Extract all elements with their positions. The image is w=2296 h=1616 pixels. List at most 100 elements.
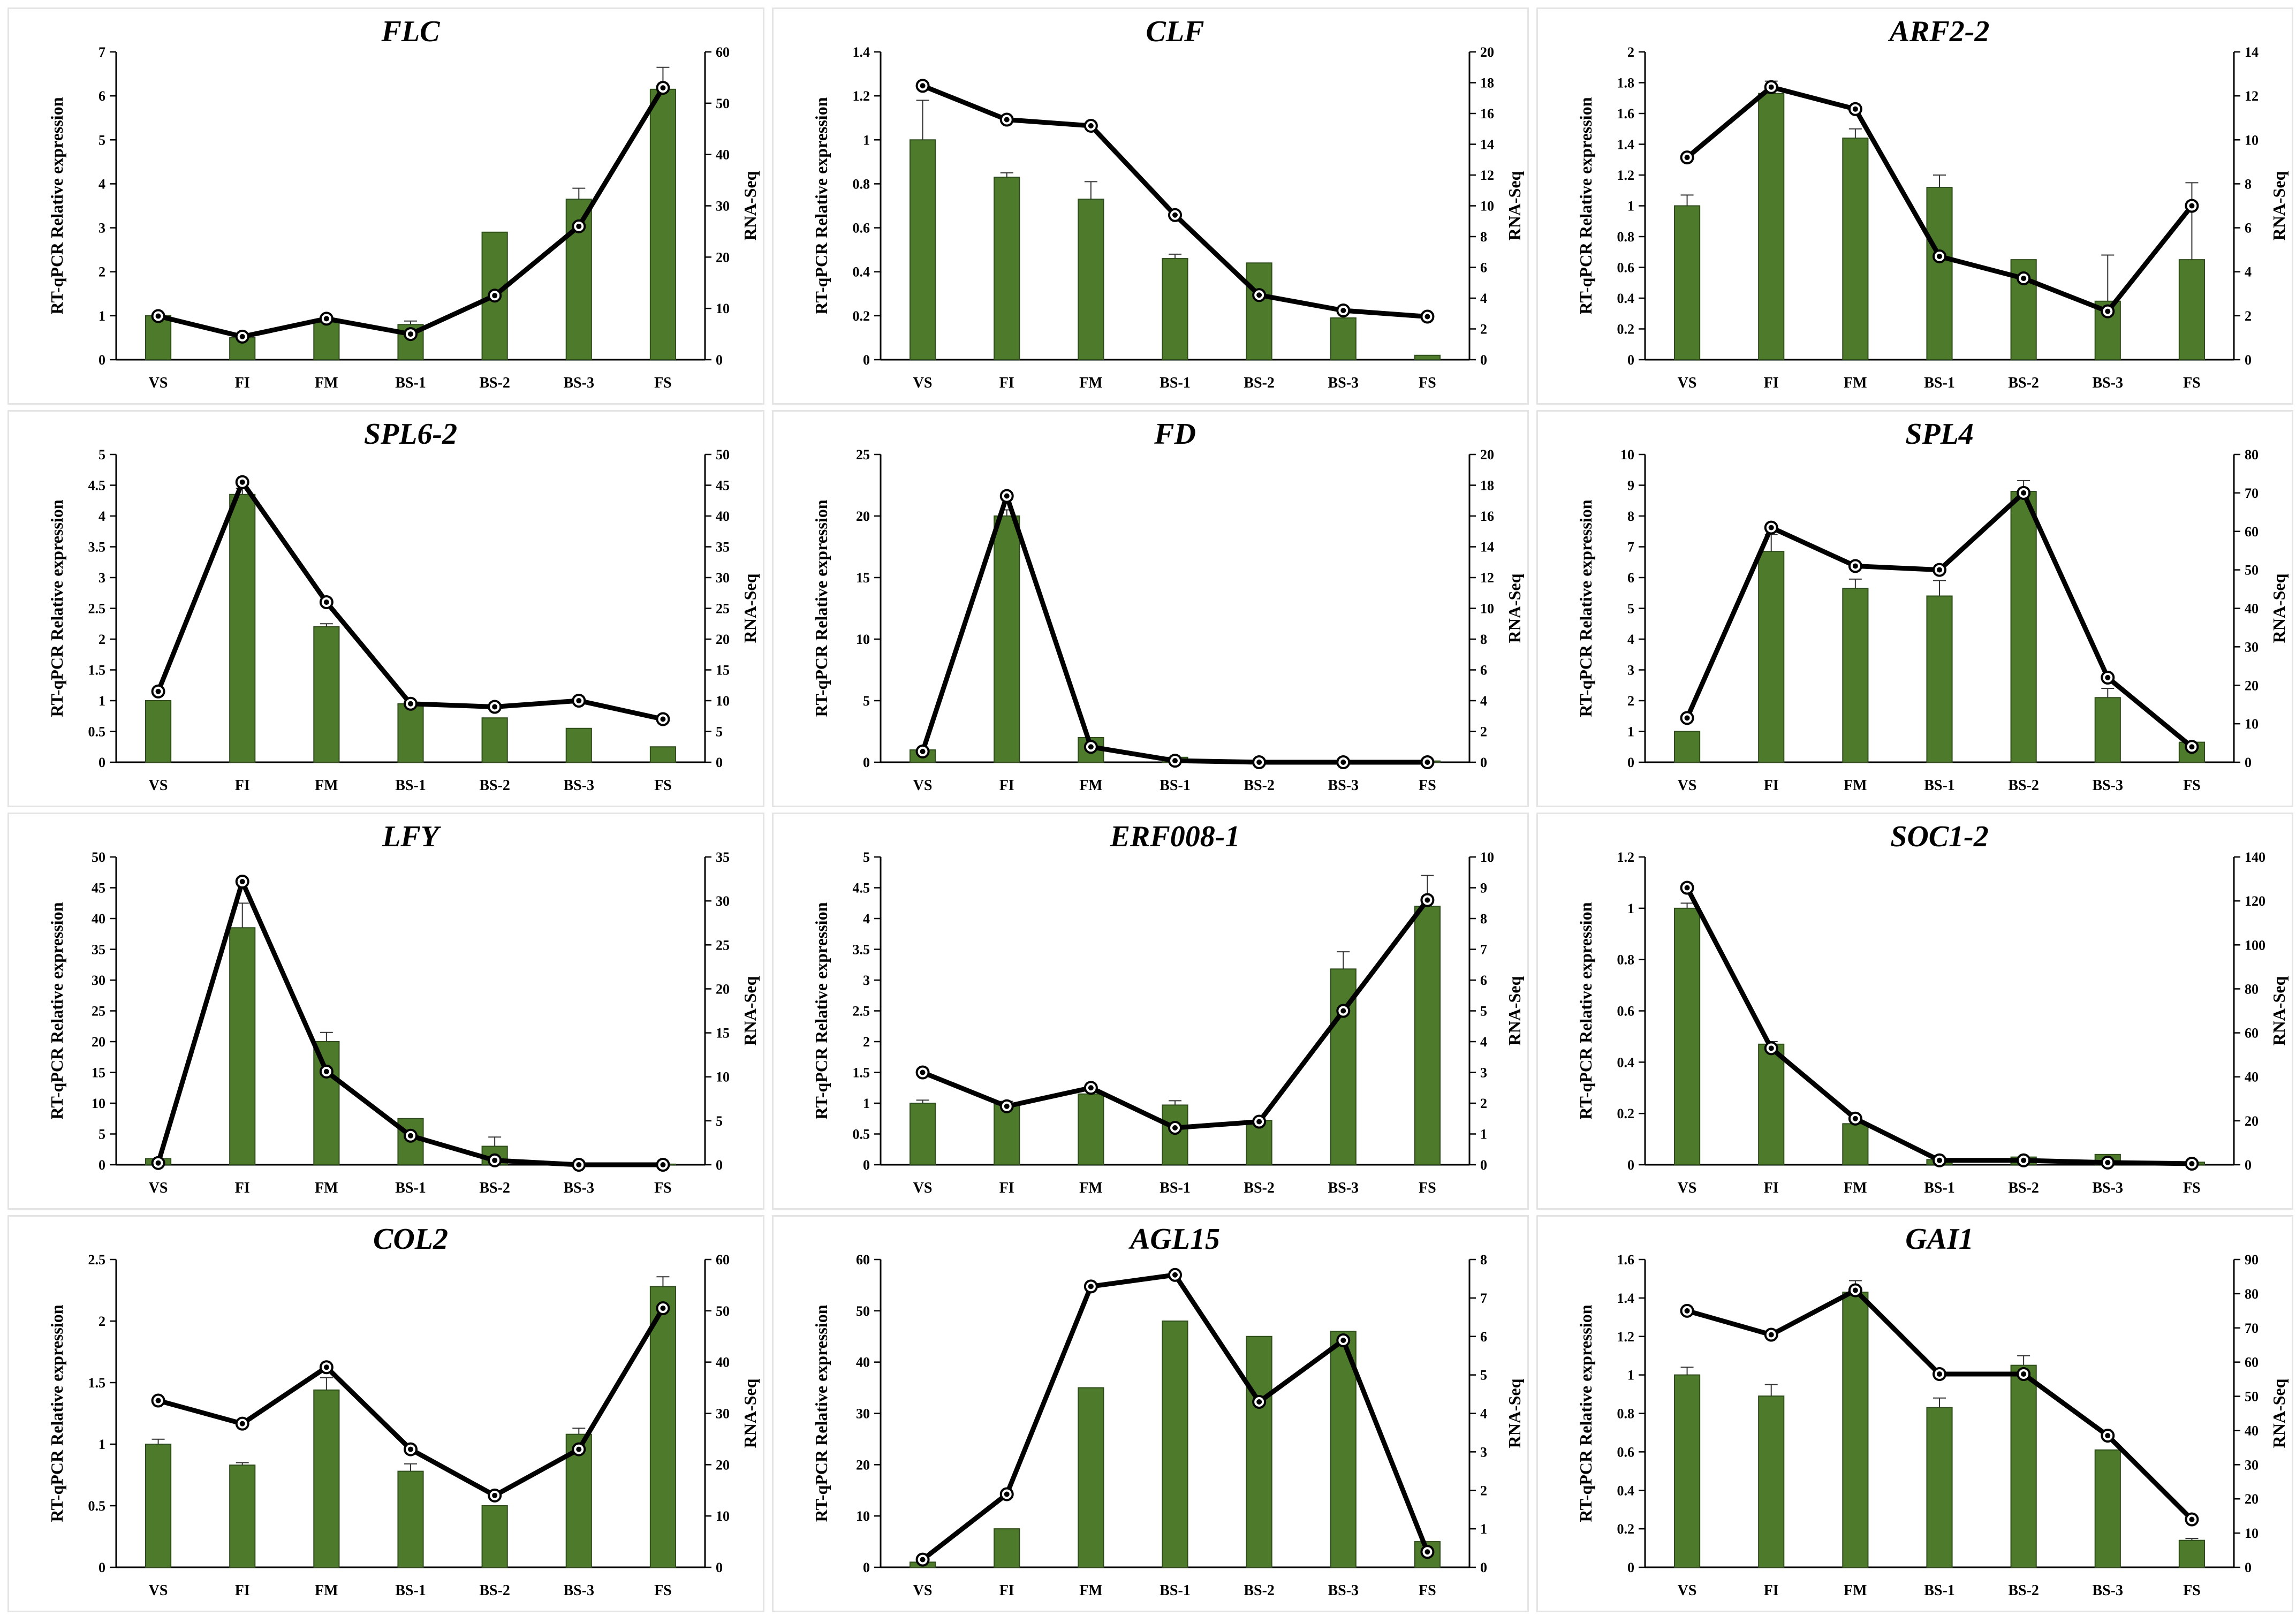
rna-seq-point-core <box>492 704 498 710</box>
category-label: FS <box>2183 777 2201 794</box>
rna-seq-point-core <box>2021 490 2027 496</box>
rna-seq-point-core <box>920 1069 926 1075</box>
rna-seq-point-core <box>239 479 245 485</box>
right-tick-label: 10 <box>1480 849 1494 865</box>
rna-seq-point-core <box>660 1162 666 1167</box>
left-tick-label: 4 <box>98 509 105 524</box>
left-tick-label: 0.4 <box>853 264 870 280</box>
left-tick-label: 2 <box>1627 44 1634 60</box>
right-tick-label: 60 <box>2245 1026 2259 1041</box>
rna-seq-point-core <box>1004 117 1010 123</box>
right-tick-label: 3 <box>1480 1444 1487 1460</box>
rna-seq-point-core <box>1852 1287 1858 1293</box>
left-tick-label: 1 <box>1627 724 1634 740</box>
right-tick-label: 30 <box>716 199 730 214</box>
left-tick-label: 0 <box>1627 352 1634 368</box>
chart-panel-col2: COL2 0 0.5 1 1.5 2 2.5 0 10 20 30 40 50 60 RT-qPCR Rel… <box>7 1215 764 1612</box>
category-label: FS <box>2183 1582 2201 1599</box>
left-tick-label: 3 <box>1627 663 1634 678</box>
left-tick-label: 0.5 <box>88 1498 106 1514</box>
right-tick-label: 0 <box>2245 1560 2252 1575</box>
rna-seq-point-core <box>1937 1371 1942 1377</box>
category-label: VS <box>913 1180 933 1196</box>
left-tick-label: 25 <box>92 1004 105 1019</box>
category-label: FM <box>315 1582 338 1599</box>
right-tick-label: 10 <box>2245 716 2259 732</box>
left-axis-title: RT-qPCR Relative expression <box>47 1304 66 1522</box>
right-tick-label: 0 <box>2245 755 2252 770</box>
chart-title: SPL4 <box>1905 418 1974 451</box>
category-label: FI <box>999 1582 1014 1599</box>
right-tick-label: 2 <box>1480 322 1487 337</box>
rna-seq-point-core <box>1172 212 1178 218</box>
left-tick-label: 7 <box>98 44 105 60</box>
category-label: VS <box>913 777 933 794</box>
left-axis-title: RT-qPCR Relative expression <box>812 499 831 717</box>
bar-bs-1 <box>1162 1321 1188 1568</box>
chart-panel-lfy: LFY 0 5 10 15 20 25 30 35 40 45 50 0 5 10 15 20 25 30 35 RT-… <box>7 813 764 1210</box>
bar-vs <box>1674 907 1701 1165</box>
right-tick-label: 100 <box>2245 937 2265 953</box>
right-tick-label: 80 <box>2245 981 2259 997</box>
left-tick-label: 0.2 <box>1617 322 1635 337</box>
left-axis-title: RT-qPCR Relative expression <box>1576 902 1595 1119</box>
rna-seq-point-core <box>1340 1337 1346 1343</box>
bar-vs <box>910 1103 936 1165</box>
left-tick-label: 2 <box>98 1314 105 1329</box>
left-tick-label: 5 <box>863 693 870 709</box>
left-tick-label: 1 <box>863 1096 870 1111</box>
chart-title: ERF008-1 <box>1110 820 1240 853</box>
category-label: BS-2 <box>479 1180 510 1196</box>
category-label: FM <box>1844 777 1867 794</box>
right-tick-label: 10 <box>716 301 730 316</box>
category-label: BS-1 <box>1160 375 1191 391</box>
rna-seq-point-core <box>2105 674 2111 680</box>
bar-fm <box>1078 1093 1104 1165</box>
category-label: FM <box>1844 375 1867 391</box>
chart-panel-arf2-2: ARF2-2 0 0.2 0.4 0.6 0.8 1 1.2 1.4 1.6 1.8 2 0 2 4 6 8 10… <box>1536 7 2293 405</box>
rna-seq-point-core <box>1768 525 1774 530</box>
bar-fi <box>229 927 256 1165</box>
left-tick-label: 0.4 <box>1617 1054 1635 1070</box>
right-tick-label: 8 <box>1480 1252 1487 1268</box>
right-axis-title: RNA-Seq <box>740 573 760 643</box>
category-label: FS <box>1419 777 1436 794</box>
left-tick-label: 30 <box>92 973 105 988</box>
rna-seq-point-core <box>2189 203 2195 209</box>
right-axis-title: RNA-Seq <box>2269 573 2289 643</box>
rna-seq-point-core <box>1340 308 1346 313</box>
category-label: FS <box>1419 1582 1436 1599</box>
left-axis-title: RT-qPCR Relative expression <box>47 97 66 314</box>
category-label: BS-2 <box>1244 777 1275 794</box>
left-tick-label: 2 <box>98 264 105 280</box>
left-tick-label: 60 <box>856 1252 870 1268</box>
chart-title: LFY <box>382 820 442 853</box>
right-tick-label: 6 <box>1480 663 1487 678</box>
bar-fm <box>313 322 340 361</box>
right-tick-label: 7 <box>1480 1291 1487 1306</box>
bar-fi <box>1758 1395 1785 1568</box>
rna-seq-point-core <box>1424 760 1430 765</box>
left-tick-label: 1.2 <box>853 88 870 104</box>
left-tick-label: 1.4 <box>853 44 870 60</box>
right-tick-label: 20 <box>716 249 730 265</box>
category-label: FI <box>1764 1180 1779 1196</box>
chart-svg: COL2 0 0.5 1 1.5 2 2.5 0 10 20 30 40 50 60 RT-qPCR Rel… <box>47 1223 760 1599</box>
right-tick-label: 35 <box>716 849 730 865</box>
rna-seq-point-core <box>1256 760 1262 765</box>
bar-bs-1 <box>1926 1407 1953 1568</box>
left-tick-label: 3.5 <box>88 540 106 555</box>
left-tick-label: 5 <box>98 1127 105 1142</box>
chart-svg: FD 0 5 10 15 20 25 0 2 4 6 8 10 12 14 16 18 20 RT-qPCR Rel… <box>812 418 1524 794</box>
right-tick-label: 15 <box>716 663 730 678</box>
category-label: BS-3 <box>2092 1180 2123 1196</box>
right-axis-title: RNA-Seq <box>740 171 760 240</box>
right-tick-label: 25 <box>716 937 730 953</box>
rna-seq-point-core <box>1088 744 1094 750</box>
category-label: FS <box>2183 1180 2201 1196</box>
rna-seq-point-core <box>155 313 161 319</box>
right-tick-label: 4 <box>1480 1034 1487 1050</box>
rna-seq-point-core <box>1424 897 1430 903</box>
rna-seq-point-core <box>576 1446 582 1452</box>
right-tick-label: 0 <box>2245 1157 2252 1173</box>
